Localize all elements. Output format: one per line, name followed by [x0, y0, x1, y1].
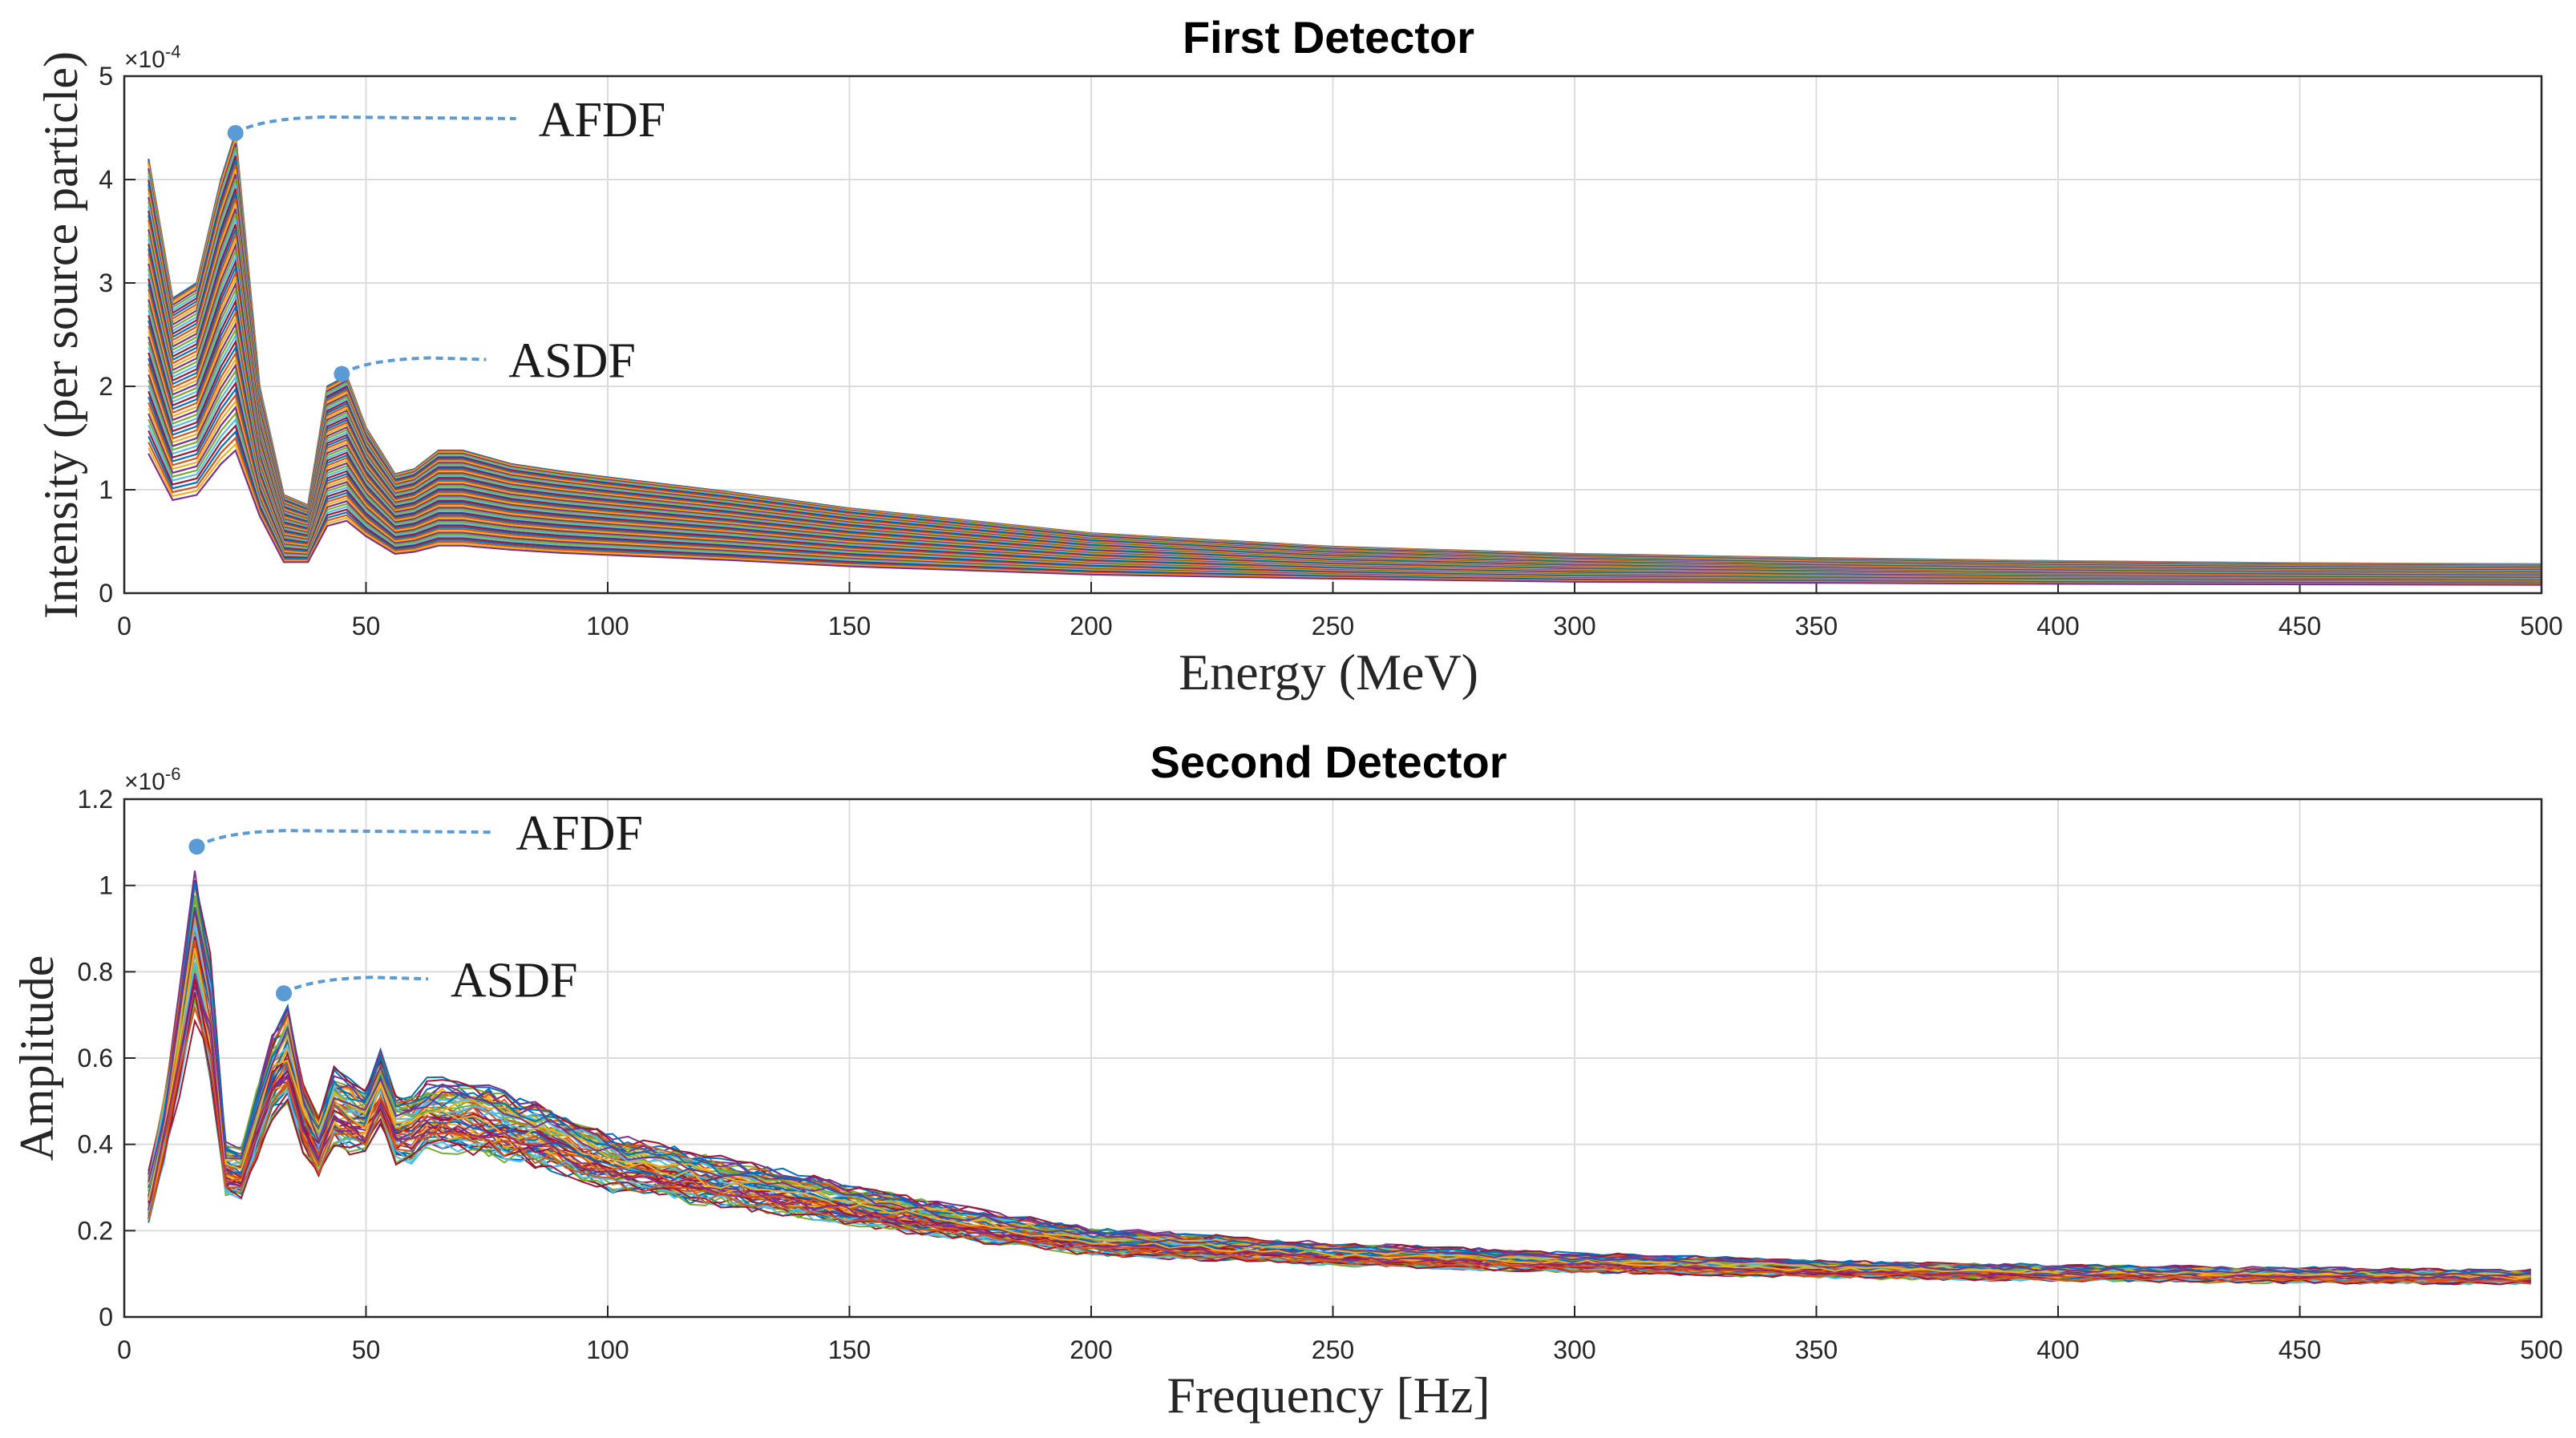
y-tick-label: 1: [99, 871, 113, 900]
x-axis-label: Frequency [Hz]: [1167, 1367, 1490, 1424]
annotation-marker: [275, 985, 292, 1002]
x-tick-label: 500: [2520, 612, 2562, 640]
x-tick-label: 450: [2279, 1335, 2321, 1364]
x-tick-label: 450: [2279, 612, 2321, 640]
series-line: [148, 910, 2531, 1277]
series-group: [148, 870, 2531, 1286]
y-tick-label: 0.4: [78, 1130, 113, 1159]
series-line: [148, 449, 2542, 586]
x-tick-label: 0: [117, 612, 131, 640]
annotation-leader-line: [341, 356, 487, 376]
x-axis-label: Energy (MeV): [1179, 644, 1478, 701]
plot-frame: [123, 75, 2543, 595]
x-tick-labels: 0 50 100 150 200 250 300 350 400 450 500: [117, 1335, 2563, 1364]
x-tick-label: 100: [586, 612, 629, 640]
series-line: [148, 881, 2531, 1274]
x-tick-label: 0: [117, 1335, 131, 1364]
annotations: AFDF ASDF: [188, 806, 643, 1008]
y-tick-labels: 0 0.2 0.4 0.6 0.8 1 1.2: [78, 785, 113, 1331]
y-tick-label: 0.2: [78, 1216, 113, 1245]
y-tick-label: 0: [99, 1303, 113, 1331]
y-tick-label: 1: [99, 475, 113, 504]
y-tick-label: 0: [99, 579, 113, 608]
x-tick-label: 50: [352, 612, 381, 640]
second-detector-plot: Second Detector 0 50 100 150 200 250 300 350 400…: [10, 737, 2563, 1424]
series-line: [148, 939, 2531, 1282]
x-tick-label: 250: [1312, 1335, 1354, 1364]
x-tick-label: 300: [1553, 612, 1595, 640]
annotation-label: ASDF: [508, 334, 636, 389]
y-tick-label: 4: [99, 165, 113, 194]
annotation-marker: [227, 124, 244, 141]
x-tick-label: 300: [1553, 1335, 1595, 1364]
series-line: [148, 880, 2531, 1274]
annotation-leader-line: [234, 115, 516, 135]
series-line: [148, 921, 2531, 1277]
chart-title: Second Detector: [1151, 737, 1507, 787]
x-tick-label: 350: [1795, 1335, 1838, 1364]
plot-frame: [123, 798, 2543, 1319]
x-tick-label: 250: [1312, 612, 1354, 640]
x-tick-label: 400: [2036, 1335, 2079, 1364]
series-line: [148, 879, 2531, 1274]
x-tick-label: 400: [2036, 612, 2079, 640]
annotation-marker: [188, 838, 205, 855]
y-tick-labels: 0 1 2 3 4 5: [99, 62, 113, 608]
annotation-leader-line: [282, 975, 429, 995]
series-line: [148, 1004, 2531, 1285]
x-tick-label: 200: [1070, 612, 1112, 640]
y-exponent-label: ×10-4: [124, 42, 180, 74]
series-line: [148, 895, 2531, 1274]
y-tick-label: 3: [99, 269, 113, 297]
series-line: [148, 936, 2531, 1280]
x-tick-label: 150: [828, 612, 871, 640]
first-detector-plot: First Detector 0 50 100 150 200 250 300 350 400 4…: [34, 12, 2563, 701]
annotation-label: AFDF: [539, 93, 666, 147]
chart-title: First Detector: [1183, 12, 1474, 63]
x-tick-label: 150: [828, 1335, 871, 1364]
y-axis-label: Amplitude: [10, 955, 63, 1161]
x-tick-label: 350: [1795, 612, 1838, 640]
annotation-leader-line: [196, 829, 494, 848]
annotation-label: AFDF: [516, 806, 643, 861]
y-tick-label: 2: [99, 372, 113, 401]
series-line: [148, 885, 2531, 1275]
annotations: AFDF ASDF: [227, 93, 666, 389]
y-tick-label: 5: [99, 62, 113, 91]
annotation-marker: [334, 366, 350, 382]
x-tick-label: 50: [352, 1335, 381, 1364]
series-line: [148, 950, 2531, 1280]
x-tick-label: 100: [586, 1335, 629, 1364]
x-tick-label: 500: [2520, 1335, 2562, 1364]
x-tick-labels: 0 50 100 150 200 250 300 350 400 450 500: [117, 612, 2563, 640]
series-group: [148, 132, 2542, 586]
series-line: [148, 914, 2531, 1278]
y-tick-label: 1.2: [78, 785, 113, 814]
y-axis-label: Intensity (per source particle): [34, 51, 87, 619]
grid: [123, 798, 2542, 1318]
annotation-label: ASDF: [451, 953, 578, 1008]
x-tick-label: 200: [1070, 1335, 1112, 1364]
y-exponent-label: ×10-6: [124, 764, 180, 796]
y-tick-label: 0.8: [78, 957, 113, 986]
series-line: [148, 870, 2531, 1274]
y-tick-label: 0.6: [78, 1044, 113, 1072]
